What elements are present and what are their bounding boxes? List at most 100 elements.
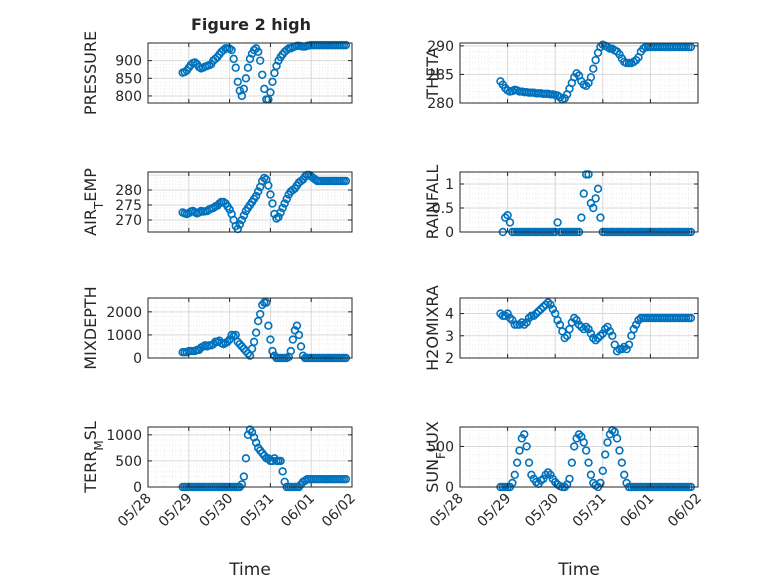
data-point [567, 318, 577, 327]
y-axis-label: RAINFALL [423, 165, 442, 240]
data-point [574, 320, 584, 329]
data-point [553, 218, 562, 227]
data-point [264, 321, 273, 330]
data-point [262, 298, 271, 307]
data-point [581, 446, 591, 455]
data-point [249, 433, 259, 442]
data-point [579, 438, 588, 447]
data-point [508, 478, 517, 488]
data-point [229, 54, 238, 64]
data-point [268, 77, 277, 87]
axes-box [147, 171, 353, 233]
data-point [256, 309, 265, 319]
data-point [341, 176, 351, 186]
data-point [634, 316, 643, 325]
data-point [522, 442, 531, 451]
x-tick-label: 05/31 [570, 491, 610, 531]
x-tick-label: 05/31 [237, 491, 277, 531]
data-point [517, 318, 527, 327]
data-point [249, 337, 259, 347]
y-axis-label: PRESSURE [81, 31, 100, 115]
data-point [190, 58, 200, 67]
data-point [565, 474, 574, 484]
data-point [546, 300, 555, 309]
data-point [539, 302, 548, 312]
y-tick-label: 2000 [106, 305, 142, 321]
y-axis-label: TERRMSL [81, 421, 106, 494]
data-point [567, 458, 577, 467]
data-point [235, 220, 245, 229]
data-point [266, 335, 275, 344]
data-point [593, 333, 603, 343]
data-point [239, 84, 249, 94]
y-tick-label: 270 [115, 213, 142, 229]
data-point [598, 329, 607, 338]
data-point [541, 300, 550, 309]
data-point [589, 64, 598, 73]
data-point [233, 337, 242, 347]
data-point [251, 191, 261, 201]
y-tick-label: 280 [427, 96, 454, 112]
plot-area [148, 298, 352, 358]
y-axis-label: H2OMIXRA [423, 285, 442, 371]
x-tick-label: 06/01 [278, 491, 318, 531]
data-point [531, 309, 541, 318]
data-point [501, 213, 510, 222]
x-tick-label: 06/02 [665, 491, 705, 531]
data-point [624, 340, 634, 349]
x-tick-label: 06/01 [617, 491, 657, 531]
plot-area [148, 427, 352, 487]
data-point [603, 322, 612, 332]
data-point [591, 336, 600, 345]
data-point [581, 322, 591, 332]
data-point [555, 93, 565, 102]
data-point [686, 313, 696, 323]
y-tick-label: 1 [445, 177, 454, 193]
data-point [251, 328, 261, 337]
data-point [598, 466, 607, 475]
data-point [223, 337, 232, 347]
y-axis-label: MIXDEPTH [81, 286, 100, 369]
data-point [235, 339, 245, 349]
x-tick-label: 05/28 [115, 491, 155, 531]
axes-box [147, 42, 353, 104]
data-point [237, 215, 247, 225]
data-point [239, 472, 249, 481]
data-point [536, 304, 546, 314]
data-point [600, 450, 610, 459]
data-point [266, 190, 275, 199]
data-point [280, 199, 289, 208]
data-point [586, 73, 596, 82]
data-point [227, 45, 236, 55]
data-point [600, 324, 610, 334]
data-point [237, 342, 247, 351]
y-tick-label: 280 [115, 183, 142, 199]
axes-box [459, 297, 699, 359]
figure-title: Figure 2 high [191, 15, 311, 34]
data-point [276, 208, 285, 217]
data-point [520, 320, 529, 329]
data-point [522, 318, 531, 327]
data-point [341, 474, 351, 484]
data-point [586, 470, 596, 480]
x-tick-label: 05/29 [475, 491, 515, 531]
x-tick-label: 05/30 [522, 491, 562, 531]
data-point [209, 339, 218, 349]
y-tick-label: 2 [445, 351, 454, 367]
data-point [239, 344, 249, 353]
data-point [253, 187, 263, 196]
y-tick-label: 3 [445, 329, 454, 345]
data-point [686, 42, 696, 52]
data-point [560, 333, 569, 343]
data-point [593, 184, 603, 194]
data-point [280, 477, 289, 486]
x-tick-label: 05/28 [427, 491, 467, 531]
data-point [617, 344, 627, 354]
data-point [579, 189, 588, 198]
y-axis-label: AIRTEMP [81, 168, 106, 236]
data-point [249, 45, 259, 55]
data-point [241, 454, 251, 463]
